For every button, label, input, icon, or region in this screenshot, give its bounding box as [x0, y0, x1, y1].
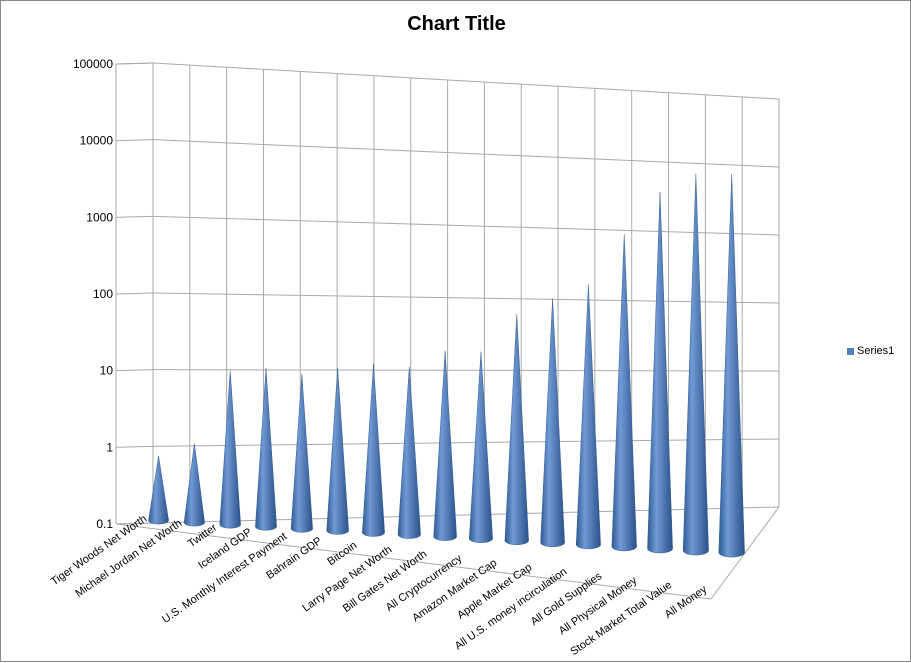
cone-11: [504, 314, 529, 545]
side-gridline: [115, 62, 154, 65]
cone-16: [682, 173, 709, 556]
y-tick-label: 10000: [80, 134, 114, 148]
y-axis: 0.1 1 10 100 1000 10000 100000: [73, 57, 113, 531]
cone-9: [433, 350, 457, 541]
cone-body: [326, 367, 349, 535]
back-gridline: [152, 438, 780, 447]
floor-right-edge: [710, 506, 780, 600]
cone-14: [611, 234, 637, 552]
side-gridline: [115, 522, 154, 525]
side-gridline: [115, 445, 154, 448]
cone-body: [219, 370, 241, 529]
side-gridline: [115, 139, 154, 142]
back-gridline: [152, 292, 780, 304]
y-tick-label: 100: [93, 287, 113, 301]
cone-4: [255, 368, 277, 531]
cone-3: [219, 370, 241, 529]
cone-12: [540, 298, 565, 548]
cone-1: [148, 455, 169, 525]
cone-body: [397, 366, 421, 539]
floor-front-edge: [115, 523, 712, 600]
cone-17: [718, 174, 745, 558]
cone-body: [255, 368, 277, 531]
cone-body: [611, 234, 637, 552]
back-gridline: [152, 139, 780, 168]
y-tick-label: 0.1: [96, 517, 113, 531]
side-gridline: [115, 215, 154, 218]
cone-6: [326, 367, 349, 535]
y-tick-label: 1: [106, 440, 113, 454]
cone-body: [504, 314, 529, 545]
cone-body: [575, 284, 601, 550]
y-tick-label: 1000: [86, 210, 113, 224]
cone-15: [647, 192, 673, 554]
x-tick-label: All Gold Supplies: [529, 570, 605, 628]
cone-7: [362, 363, 385, 537]
back-gridline: [152, 369, 780, 372]
cone-body: [469, 351, 493, 543]
back-gridline: [152, 62, 780, 100]
side-gridline: [115, 292, 154, 295]
cone-body: [682, 173, 709, 556]
cone-body: [362, 363, 385, 537]
side-gridline: [115, 369, 154, 372]
cone-8: [397, 366, 421, 539]
cone-body: [183, 443, 205, 527]
cone-13: [575, 284, 601, 550]
cone-body: [647, 192, 673, 554]
cone-body: [718, 174, 745, 558]
legend-label-series1: Series1: [857, 345, 895, 357]
back-gridline: [152, 215, 780, 236]
cone-10: [469, 351, 493, 543]
cone-5: [290, 373, 313, 533]
cone-body: [433, 350, 457, 541]
cone-2: [183, 443, 205, 527]
series-cones: [148, 173, 745, 558]
legend: Series1: [847, 345, 894, 357]
legend-swatch: [847, 347, 854, 355]
y-tick-label: 100000: [73, 57, 113, 71]
cone-body: [540, 298, 565, 548]
cone-body: [290, 373, 313, 533]
cone-body: [148, 455, 169, 525]
chart-title: Chart Title: [407, 13, 506, 35]
y-tick-label: 10: [100, 364, 114, 378]
